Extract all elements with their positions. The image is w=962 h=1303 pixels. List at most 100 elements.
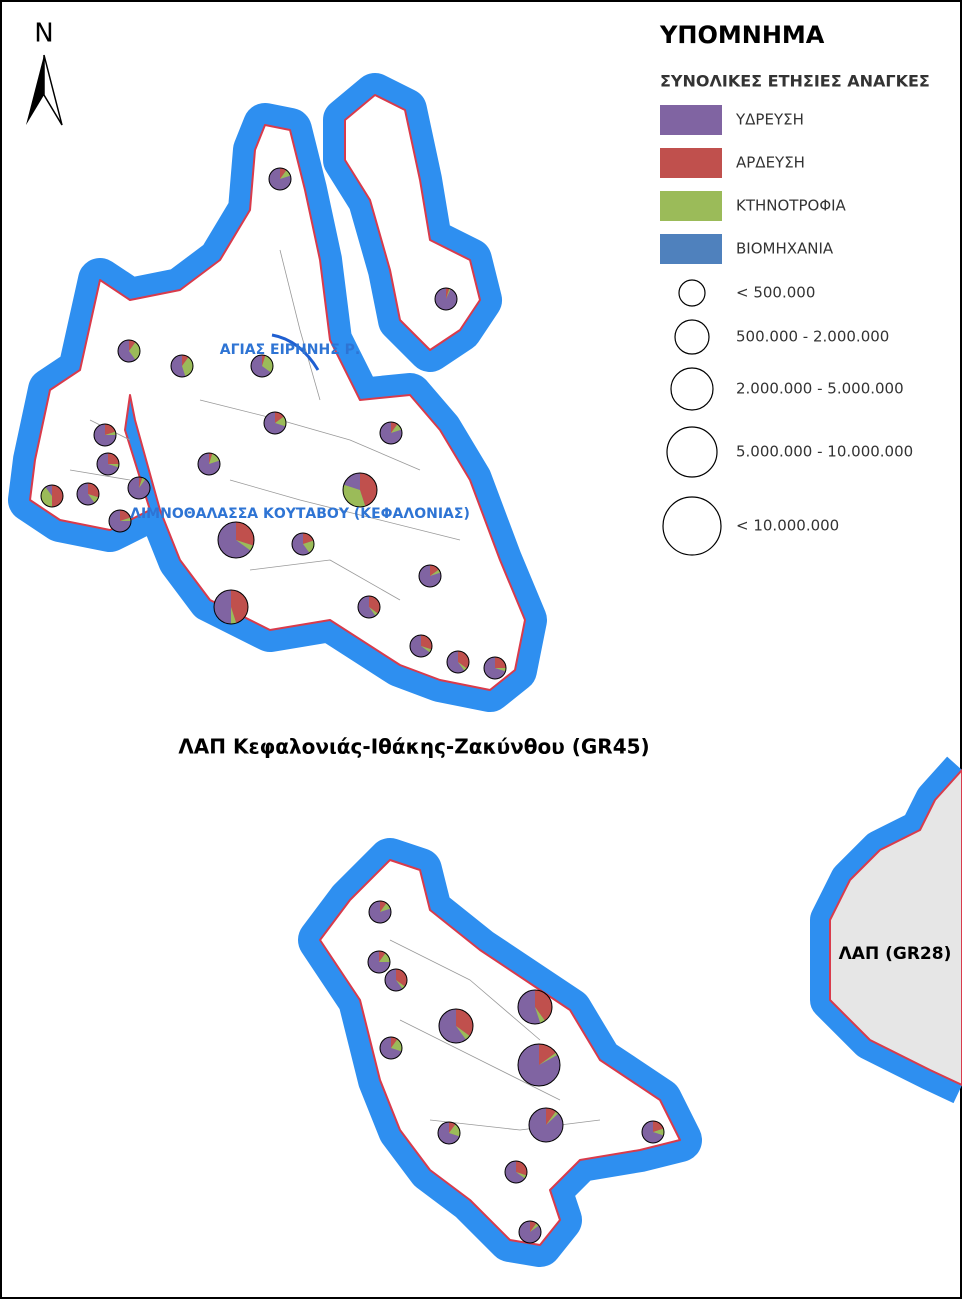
pie-slice	[182, 355, 189, 366]
pie-slice	[391, 1039, 402, 1052]
pie-slice	[280, 168, 287, 179]
legend-swatch	[660, 234, 722, 264]
pie-outline	[217, 521, 255, 559]
pie-outline	[446, 650, 470, 674]
pie-outline	[437, 1121, 461, 1145]
pie-outline	[127, 476, 151, 500]
legend-size-circle	[670, 367, 714, 411]
lagoon-label: ΛΙΜΝΟΘΑΛΑΣΣΑ ΚΟΥΤΑΒΟΥ (ΚΕΦΑΛΟΝΙΑΣ)	[130, 506, 470, 522]
pie-outline	[213, 589, 249, 625]
legend-size-circle	[678, 279, 706, 307]
pie-slice	[342, 484, 366, 507]
pie-slice	[391, 1037, 398, 1048]
legend-swatch	[660, 191, 722, 221]
pie-slice	[369, 607, 378, 616]
pie-outline	[117, 339, 141, 363]
pie-outline	[197, 452, 221, 476]
pie-outline	[291, 532, 315, 556]
pie-slice	[396, 980, 405, 989]
legend-size-label: 500.000 - 2.000.000	[736, 328, 889, 346]
pie-slice	[530, 1223, 539, 1232]
pie-outline	[528, 1107, 564, 1143]
pie-slice	[262, 355, 273, 373]
pie-slice	[456, 1009, 473, 1036]
pie-slice	[280, 170, 291, 179]
pie-slice	[456, 1026, 470, 1040]
neighbor-label: ΛΑΠ (GR28)	[839, 944, 952, 964]
pie-outline	[379, 421, 403, 445]
pie-slice	[303, 540, 314, 553]
pie-slice	[139, 477, 146, 488]
pie-outline	[517, 989, 553, 1025]
pie-slice	[535, 1007, 545, 1024]
legend-label: ΚΤΗΝΟΤΡΟΦΙΑ	[736, 197, 847, 215]
pie-slice	[108, 453, 119, 464]
pie-outline	[483, 656, 507, 680]
pie-slice	[516, 1161, 528, 1176]
pie-outline	[40, 484, 64, 508]
pie-outline	[418, 564, 442, 588]
pie-outline	[268, 167, 292, 191]
legend-size-circle	[662, 496, 722, 556]
legend-swatch	[660, 105, 722, 135]
pie-slice	[495, 657, 506, 668]
pie-slice	[516, 1172, 527, 1179]
pie-slice	[446, 288, 451, 299]
pie-outline	[517, 1043, 561, 1087]
pie-outline	[438, 1008, 474, 1044]
legend-size-label: 5.000.000 - 10.000.000	[736, 443, 913, 461]
legend-swatch	[660, 148, 722, 178]
pie-slice	[421, 635, 432, 650]
land	[8, 73, 962, 1267]
pie-slice	[262, 355, 266, 366]
pie-slice	[546, 1111, 559, 1125]
legend-label: ΑΡΔΕΥΣΗ	[736, 154, 805, 172]
pie-slice	[391, 424, 402, 433]
pie-outline	[170, 354, 194, 378]
pie-slice	[379, 951, 386, 962]
district-label: ΛΑΠ Κεφαλονιάς-Ιθάκης-Ζακύνθου (GR45)	[178, 735, 649, 759]
pie-slice	[653, 1121, 664, 1132]
pie-slice	[546, 1108, 556, 1125]
pie-outline	[357, 595, 381, 619]
pie-slice	[139, 477, 143, 488]
pie-slice	[446, 288, 450, 299]
pie-outline	[518, 1220, 542, 1244]
pie-outline	[96, 452, 120, 476]
pie-slice	[360, 473, 377, 507]
pie-outline	[641, 1120, 665, 1144]
pie-slice	[129, 342, 141, 360]
pie-slice	[231, 590, 249, 624]
pie-slice	[449, 1124, 460, 1137]
pie-slice	[88, 483, 100, 498]
pie-outline	[409, 634, 433, 658]
legend-title: ΥΠΟΜΝΗΜΑ	[659, 21, 825, 49]
pie-slice	[209, 453, 220, 464]
pie-outline	[384, 968, 408, 992]
pie-outline	[93, 423, 117, 447]
legend-size-label: < 500.000	[736, 284, 815, 302]
pie-slice	[539, 1052, 558, 1065]
pie-slice	[380, 903, 391, 912]
pie-slice	[430, 569, 441, 576]
pie-slice	[120, 510, 131, 521]
pie-slice	[236, 540, 254, 551]
north-label: N	[34, 19, 53, 49]
pie-slice	[52, 485, 63, 507]
pie-slice	[105, 424, 116, 435]
pie-slice	[530, 1221, 537, 1232]
pie-symbols	[40, 167, 665, 1244]
legend-size-label: < 10.000.000	[736, 517, 839, 535]
pie-outline	[342, 472, 378, 508]
pie-slice	[458, 662, 467, 671]
pie-slice	[129, 340, 136, 351]
pie-slice	[495, 668, 506, 672]
pie-slice	[421, 646, 432, 653]
pie-outline	[379, 1036, 403, 1060]
pie-slice	[120, 517, 131, 521]
pie-slice	[391, 422, 398, 433]
pie-slice	[303, 533, 314, 544]
north-arrow: N	[26, 19, 63, 126]
pie-slice	[380, 901, 387, 912]
pie-outline	[76, 482, 100, 506]
